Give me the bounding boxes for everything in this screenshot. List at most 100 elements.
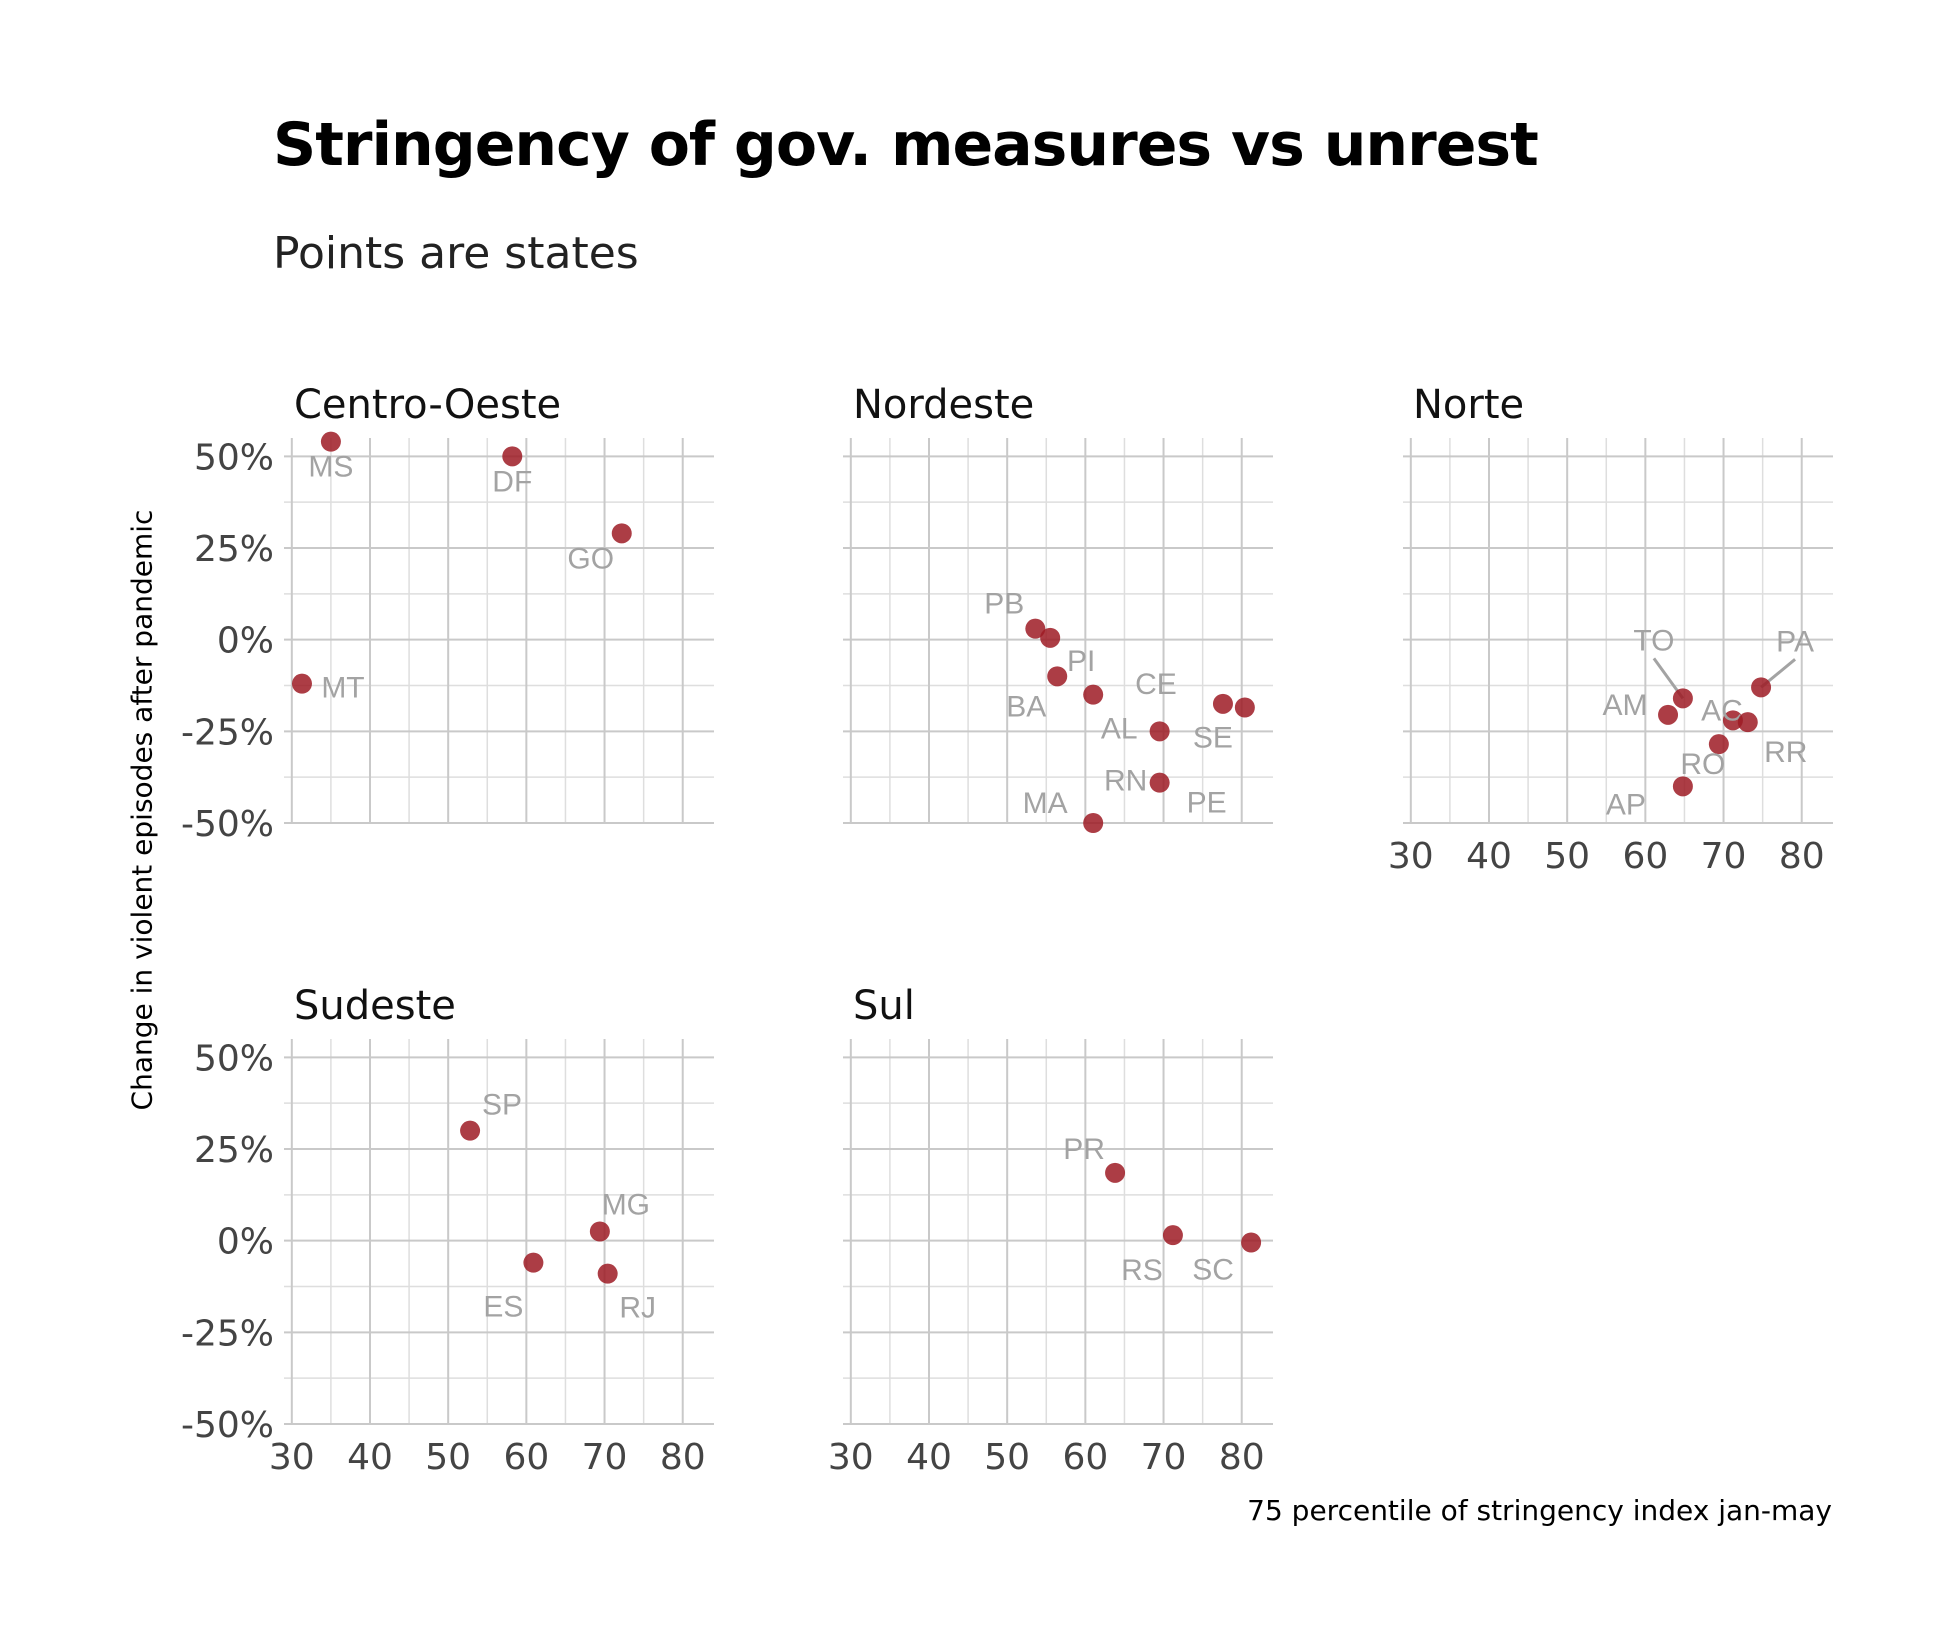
- y-tick-label: 0%: [217, 621, 274, 662]
- x-tick-label: 50: [425, 1437, 471, 1478]
- point-label: MG: [602, 1189, 650, 1222]
- point-sc: [1241, 1232, 1262, 1253]
- x-tick-label: 80: [1219, 1437, 1265, 1478]
- point-df: [502, 446, 523, 467]
- point-label: DF: [492, 465, 532, 498]
- point-label: AL: [1101, 713, 1138, 746]
- point-label: SP: [482, 1089, 522, 1122]
- y-tick-label: 25%: [194, 1130, 274, 1171]
- x-axis-label: 75 percentile of stringency index jan-ma…: [1247, 1494, 1832, 1527]
- point-mg: [589, 1221, 610, 1242]
- facet-sul: Sul 30 40 50 60 70 80 PR RS SC: [828, 983, 1273, 1478]
- point-label: PA: [1776, 625, 1814, 658]
- x-tick-label: 40: [347, 1437, 393, 1478]
- facet-title: Nordeste: [853, 382, 1034, 428]
- point-label: AP: [1606, 788, 1646, 821]
- point-rj: [597, 1263, 618, 1284]
- y-tick-label: 0%: [217, 1222, 274, 1263]
- x-tick-label: 40: [906, 1437, 952, 1478]
- point-ce: [1212, 693, 1233, 714]
- point-am: [1658, 704, 1679, 725]
- point-label: MA: [1023, 787, 1068, 820]
- point-ms: [320, 431, 341, 452]
- x-tick-label: 80: [660, 1437, 706, 1478]
- point-label: AM: [1603, 689, 1648, 722]
- facet-title: Norte: [1413, 382, 1524, 428]
- x-tick-label: 60: [1062, 1437, 1108, 1478]
- chart-subtitle: Points are states: [273, 228, 639, 279]
- point-label: RS: [1121, 1254, 1163, 1287]
- point-pe: [1149, 772, 1170, 793]
- x-tick-label: 70: [1701, 836, 1747, 877]
- point-label: PI: [1067, 645, 1095, 678]
- point-se: [1234, 697, 1255, 718]
- facet-title: Centro-Oeste: [294, 382, 561, 428]
- chart-title: Stringency of gov. measures vs unrest: [273, 110, 1539, 180]
- point-pi: [1040, 627, 1061, 648]
- point-es: [523, 1252, 544, 1273]
- x-tick-label: 70: [1141, 1437, 1187, 1478]
- point-pb: [1025, 618, 1046, 639]
- point-mt: [291, 673, 312, 694]
- y-tick-label: -25%: [181, 712, 274, 753]
- x-tick-label: 60: [503, 1437, 549, 1478]
- point-rr: [1737, 712, 1758, 733]
- x-tick-label: 30: [828, 1437, 874, 1478]
- x-tick-label: 70: [582, 1437, 628, 1478]
- point-al: [1083, 684, 1104, 705]
- y-tick-label: -50%: [181, 1405, 274, 1446]
- point-label: PB: [984, 588, 1024, 621]
- point-label: ES: [483, 1291, 523, 1324]
- x-tick-label: 40: [1466, 836, 1512, 877]
- grid: [1403, 438, 1833, 824]
- point-label: SC: [1192, 1254, 1234, 1287]
- point-label: RJ: [619, 1292, 656, 1325]
- point-pr: [1105, 1162, 1126, 1183]
- point-label: RO: [1680, 748, 1725, 781]
- point-label: CE: [1135, 668, 1177, 701]
- point-label: MT: [321, 672, 364, 705]
- facet-nordeste: Nordeste PB PI BA AL RN CE SE PE MA: [843, 382, 1273, 833]
- point-rn: [1149, 721, 1170, 742]
- point-label: TO: [1633, 624, 1674, 657]
- point-ro: [1708, 734, 1729, 755]
- point-label: RN: [1104, 764, 1147, 797]
- point-sp: [460, 1120, 481, 1141]
- y-tick-label: -25%: [181, 1313, 274, 1354]
- point-pa: [1751, 677, 1772, 698]
- x-tick-label: 50: [984, 1437, 1030, 1478]
- x-tick-label: 30: [269, 1437, 315, 1478]
- point-label: GO: [567, 542, 614, 575]
- x-tick-label: 50: [1544, 836, 1590, 877]
- y-tick-label: 50%: [194, 1038, 274, 1079]
- point-label: AC: [1701, 694, 1743, 727]
- x-tick-label: 30: [1388, 836, 1434, 877]
- point-rs: [1162, 1225, 1183, 1246]
- point-go: [611, 523, 632, 544]
- point-ap: [1672, 776, 1693, 797]
- y-tick-label: 50%: [194, 437, 274, 478]
- point-ac: [1722, 710, 1743, 731]
- point-label: PE: [1187, 787, 1227, 820]
- grid: [843, 1039, 1273, 1425]
- facet-title: Sudeste: [294, 983, 456, 1029]
- facet-title: Sul: [853, 983, 915, 1029]
- facet-sudeste: Sudeste -50% -25% 0% 25% 50% 30 40 50 60 70 80 SP MG E…: [181, 983, 714, 1478]
- grid: [843, 438, 1273, 824]
- point-label: RR: [1764, 736, 1807, 769]
- y-tick-label: -50%: [181, 804, 274, 845]
- facet-norte: Norte 30 40 50 60 70 80 TO PA AM AC RR RO AP: [1388, 382, 1833, 877]
- y-tick-label: 25%: [194, 529, 274, 570]
- x-tick-label: 80: [1779, 836, 1825, 877]
- point-to: [1672, 688, 1693, 709]
- x-tick-label: 60: [1622, 836, 1668, 877]
- point-ba: [1047, 666, 1068, 687]
- grid: [284, 1039, 714, 1425]
- point-label: PR: [1063, 1133, 1105, 1166]
- point-label: BA: [1006, 690, 1046, 723]
- grid: [284, 438, 714, 824]
- facet-centro-oeste: Centro-Oeste -50% -25% 0% 25% 50% MS DF GO MT: [181, 382, 714, 845]
- point-ma: [1083, 813, 1104, 833]
- point-label: SE: [1193, 722, 1233, 755]
